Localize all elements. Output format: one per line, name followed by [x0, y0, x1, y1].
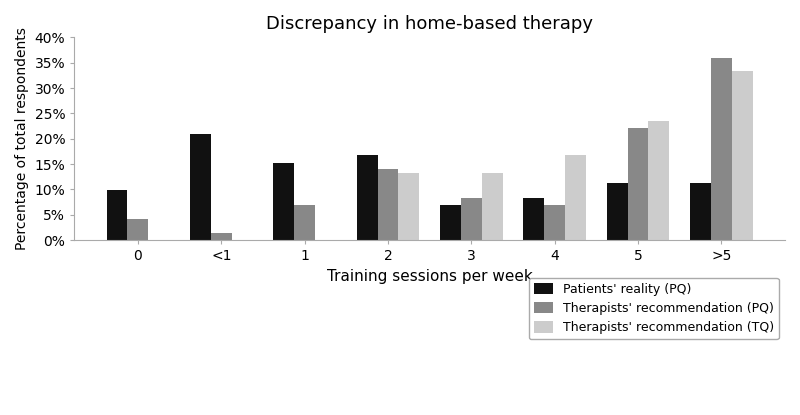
- Bar: [628, 127, 649, 240]
- Title: Discrepancy in home-based therapy: Discrepancy in home-based therapy: [266, 15, 593, 33]
- Bar: [294, 205, 315, 240]
- Bar: [398, 173, 419, 240]
- Y-axis label: Percentage of total respondents: Percentage of total respondents: [15, 27, 29, 250]
- Bar: [357, 155, 378, 240]
- Bar: [711, 58, 732, 240]
- Bar: [106, 190, 127, 240]
- Bar: [461, 198, 482, 240]
- Bar: [440, 205, 461, 240]
- Bar: [211, 233, 232, 240]
- Bar: [127, 219, 148, 240]
- Bar: [607, 183, 628, 240]
- Legend: Patients' reality (PQ), Therapists' recommendation (PQ), Therapists' recommendat: Patients' reality (PQ), Therapists' reco…: [529, 278, 778, 339]
- Bar: [523, 198, 544, 240]
- X-axis label: Training sessions per week: Training sessions per week: [326, 269, 533, 284]
- Bar: [482, 173, 502, 240]
- Bar: [690, 183, 711, 240]
- Bar: [649, 122, 670, 240]
- Bar: [378, 169, 398, 240]
- Bar: [274, 163, 294, 240]
- Bar: [565, 155, 586, 240]
- Bar: [544, 205, 565, 240]
- Bar: [732, 71, 753, 240]
- Bar: [190, 134, 211, 240]
